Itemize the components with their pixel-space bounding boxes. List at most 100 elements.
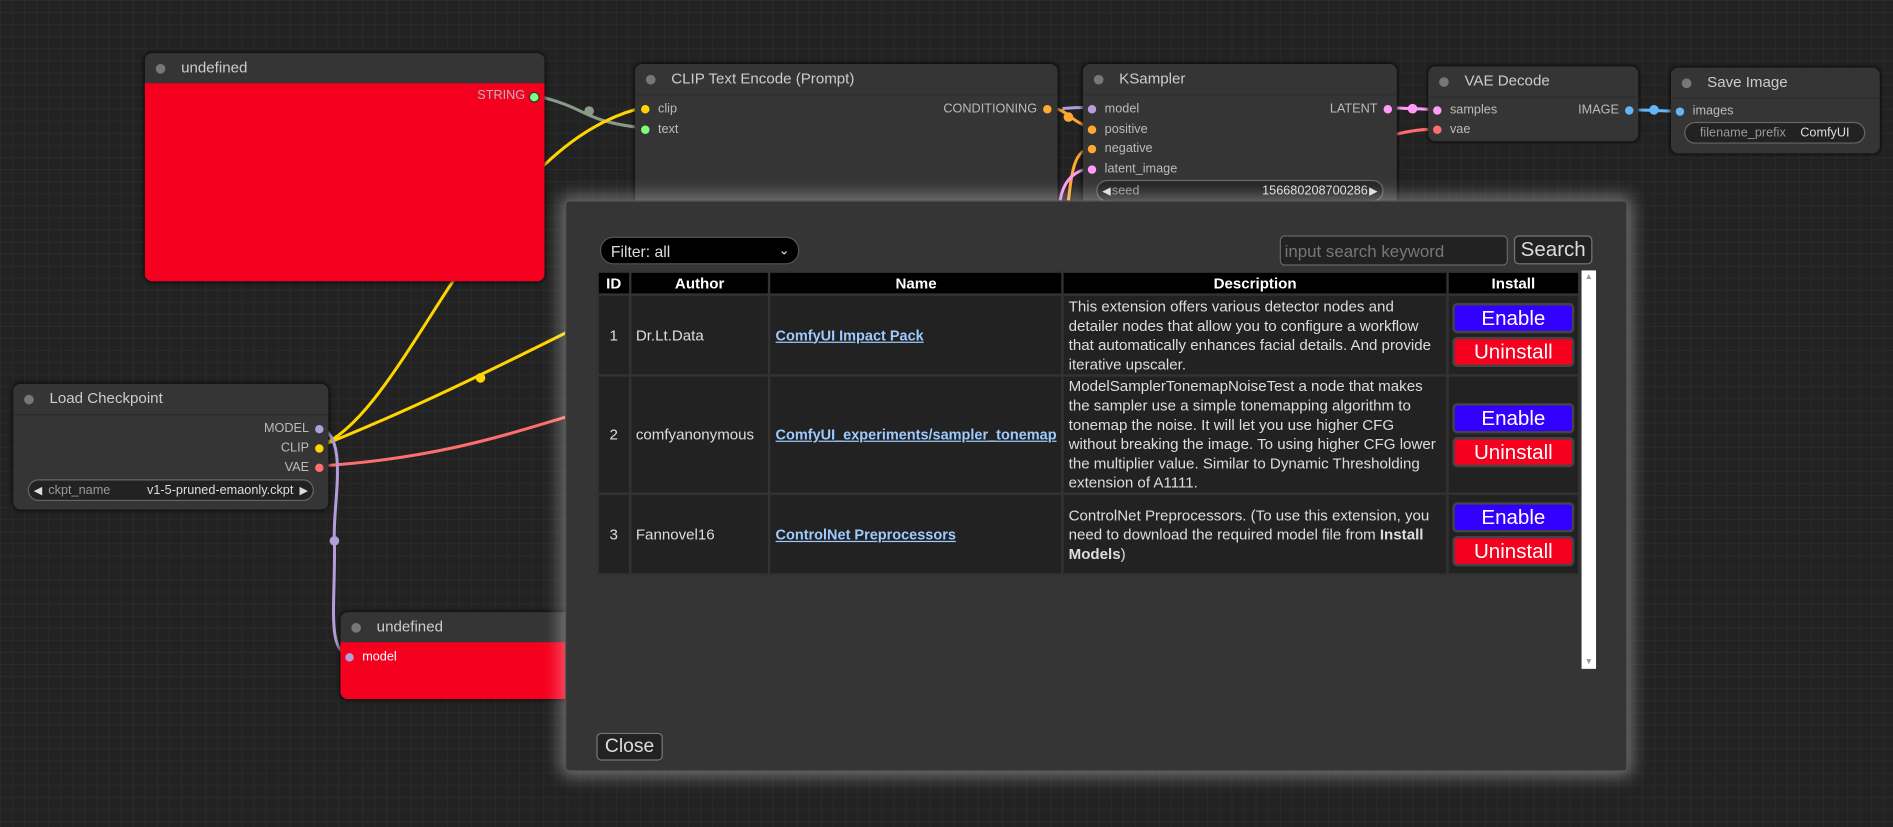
input-images[interactable]: images [1675,104,1734,118]
enable-button[interactable]: Enable [1452,402,1575,433]
increment-arrow-icon[interactable]: ▶ [1369,184,1378,197]
cell-install: Enable Uninstall [1446,492,1581,576]
uninstall-button[interactable]: Uninstall [1452,536,1575,567]
slot-dot-icon[interactable] [315,424,324,434]
slot-dot-icon[interactable] [641,105,650,114]
extension-link[interactable]: ControlNet Preprocessors [775,525,956,543]
input-model[interactable]: model [345,650,397,664]
node-title-text: KSampler [1119,70,1186,87]
cell-description: ControlNet Preprocessors. (To use this e… [1061,492,1449,576]
input-vae[interactable]: vae [1433,122,1470,136]
slot-label: clip [657,101,678,116]
scroll-down-icon[interactable]: ▼ [1584,657,1593,667]
node-title[interactable]: undefined [144,53,545,85]
output-clip[interactable]: CLIP [281,441,324,455]
input-positive[interactable]: positive [1087,122,1148,136]
link-midpoint [475,373,486,383]
slot-dot-icon[interactable] [1675,107,1685,116]
column-header-id: ID [596,270,631,296]
link-midpoint [1063,112,1074,122]
decrement-arrow-icon[interactable]: ◀ [1102,184,1111,197]
node-title[interactable]: Save Image [1670,68,1880,99]
node-title[interactable]: Load Checkpoint [13,384,329,416]
output-latent[interactable]: LATENT [1330,101,1393,116]
input-text[interactable]: text [641,122,678,136]
output-conditioning[interactable]: CONDITIONING [943,101,1052,116]
uninstall-button[interactable]: Uninstall [1452,336,1575,368]
node-ksampler[interactable]: KSampler model positive negative latent_… [1082,63,1397,221]
link-vae [318,415,568,468]
node-save-image[interactable]: Save Image images filename_prefix ComfyUI [1670,67,1880,154]
node-load-checkpoint[interactable]: Load Checkpoint MODEL CLIP VAE ◀ ckpt_nam… [13,383,329,510]
input-negative[interactable]: negative [1087,141,1153,156]
extension-link[interactable]: ComfyUI_experiments/sampler_tonemap [775,426,1057,444]
output-string[interactable]: STRING [477,88,540,103]
decrement-arrow-icon[interactable]: ◀ [33,484,43,497]
node-vae-decode[interactable]: VAE Decode samples vae IMAGE [1428,66,1639,142]
collapse-dot-icon[interactable] [1681,78,1692,89]
slot-dot-icon[interactable] [315,463,324,473]
slot-dot-icon[interactable] [1087,144,1097,154]
increment-arrow-icon[interactable]: ▶ [299,484,308,497]
filename-prefix-widget[interactable]: filename_prefix ComfyUI [1684,121,1866,144]
input-samples[interactable]: samples [1433,103,1497,117]
widget-label: ckpt_name [48,482,111,498]
widget-value: ComfyUI [1800,125,1850,141]
slot-dot-icon[interactable] [1383,105,1393,114]
close-button[interactable]: Close [596,732,663,761]
output-image[interactable]: IMAGE [1578,102,1634,118]
slot-dot-icon[interactable] [315,444,324,453]
collapse-dot-icon[interactable] [155,63,166,74]
search-input[interactable]: input search keyword [1279,235,1508,266]
slot-dot-icon[interactable] [1087,125,1097,135]
cell-author: Fannovel16 [628,492,771,576]
column-header-author: Author [628,270,771,296]
slot-label: IMAGE [1578,102,1619,118]
node-title[interactable]: VAE Decode [1428,66,1639,98]
extension-link[interactable]: ComfyUI Impact Pack [775,326,924,344]
input-clip[interactable]: clip [641,101,678,116]
slot-label: STRING [477,88,526,103]
node-undefined-bottom[interactable]: undefined model [340,612,582,700]
output-vae[interactable]: VAE [285,460,324,474]
collapse-dot-icon[interactable] [645,74,656,85]
slot-dot-icon[interactable] [1087,165,1097,174]
slot-dot-icon[interactable] [1043,105,1052,114]
slot-dot-icon[interactable] [345,653,354,662]
slot-dot-icon[interactable] [1625,106,1634,115]
collapse-dot-icon[interactable] [24,394,34,405]
install-models-link[interactable]: Install Models [1068,525,1424,562]
slot-dot-icon[interactable] [1433,125,1442,135]
search-button[interactable]: Search [1513,235,1593,265]
filter-select[interactable]: Filter: all ⌄ [600,236,800,265]
slot-dot-icon[interactable] [641,125,650,135]
slot-label: vae [1449,121,1471,137]
slot-dot-icon[interactable] [1087,105,1097,114]
slot-label: CLIP [280,440,310,456]
node-title[interactable]: KSampler [1082,64,1397,96]
seed-widget[interactable]: ◀ seed 156680208700286 ▶ [1096,179,1384,202]
enable-button[interactable]: Enable [1452,502,1575,533]
enable-button[interactable]: Enable [1452,303,1575,334]
slot-dot-icon[interactable] [528,91,540,103]
node-title[interactable]: CLIP Text Encode (Prompt) [635,64,1058,96]
link-midpoint [1407,103,1418,114]
collapse-dot-icon[interactable] [351,622,361,633]
output-model[interactable]: MODEL [264,421,324,436]
link-midpoint [329,536,340,546]
slot-label: CONDITIONING [943,101,1038,116]
collapse-dot-icon[interactable] [1093,74,1104,85]
scroll-up-icon[interactable]: ▲ [1584,272,1593,282]
input-latent-image[interactable]: latent_image [1087,162,1177,176]
node-undefined-top[interactable]: undefined STRING [144,53,545,282]
ckpt-name-widget[interactable]: ◀ ckpt_name v1-5-pruned-emaonly.ckpt ▶ [27,479,314,502]
slot-label: VAE [284,459,310,475]
node-title[interactable]: undefined [340,612,582,644]
table-scrollbar[interactable]: ▲ ▼ [1581,270,1597,669]
description-end: ) [1120,545,1126,562]
collapse-dot-icon[interactable] [1439,77,1449,87]
uninstall-button[interactable]: Uninstall [1452,436,1575,467]
slot-dot-icon[interactable] [1433,106,1442,115]
input-model[interactable]: model [1087,101,1139,116]
